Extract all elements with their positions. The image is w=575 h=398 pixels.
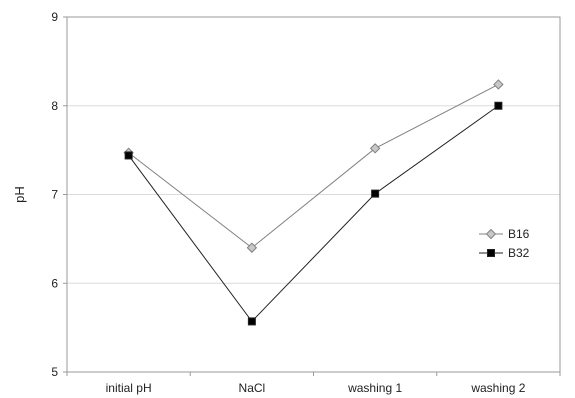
- data-point-b16: [246, 242, 258, 253]
- y-tick-label: 5: [51, 365, 58, 379]
- legend-marker-b16: [485, 228, 497, 240]
- series-line-b32: [128, 105, 499, 323]
- series-group: [123, 79, 504, 326]
- x-tick-label: washing 1: [347, 381, 402, 395]
- y-axis-title: pH: [12, 186, 27, 203]
- x-tick-label: NaCl: [239, 381, 266, 395]
- data-point-b32: [494, 101, 503, 110]
- y-tick-label: 9: [51, 10, 58, 24]
- x-axis-ticks: initial pH NaCl washing 1 washing 2: [66, 372, 561, 395]
- legend-label-b16: B16: [508, 227, 530, 241]
- data-point-b16: [493, 79, 504, 90]
- x-tick-label: initial pH: [106, 381, 152, 395]
- data-point-b32: [371, 189, 380, 198]
- x-tick-label: washing 2: [470, 381, 525, 395]
- series-line-b16: [128, 84, 499, 249]
- data-point-b32: [124, 151, 133, 160]
- y-axis-ticks: 5 6 7 8 9: [51, 10, 67, 379]
- data-point-b16: [369, 143, 381, 154]
- gridlines: [67, 105, 560, 284]
- data-point-b32: [247, 317, 256, 326]
- y-tick-label: 6: [51, 276, 58, 290]
- legend-marker-b32: [487, 249, 495, 257]
- y-tick-label: 8: [51, 99, 58, 113]
- legend-label-b32: B32: [508, 246, 530, 260]
- y-tick-label: 7: [51, 188, 58, 202]
